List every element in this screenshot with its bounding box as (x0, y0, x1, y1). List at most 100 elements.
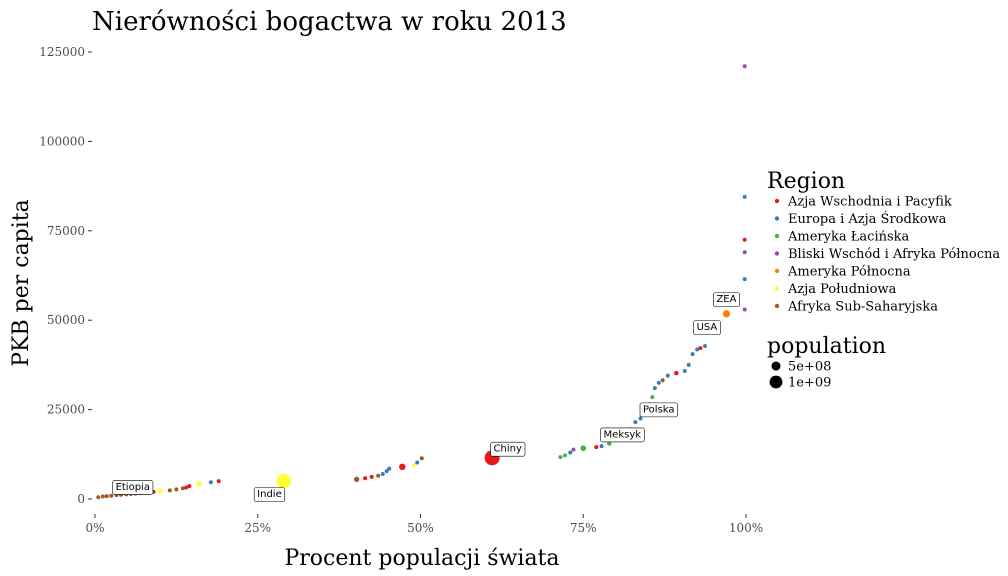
data-point (633, 420, 638, 425)
data-point (742, 277, 747, 282)
legend-swatch (774, 198, 780, 204)
data-point (411, 463, 416, 468)
data-point (187, 484, 192, 489)
legend-swatch (774, 251, 780, 256)
data-point (742, 250, 747, 255)
y-tick-label: 50000 (47, 313, 85, 327)
legend-entry-label: Azja Wschodnia i Pacyfik (787, 195, 952, 210)
y-tick-label: 75000 (47, 224, 85, 238)
x-tick-label: 0% (85, 521, 104, 535)
legend-swatch (774, 268, 780, 274)
annotation-label: Etiopia (112, 480, 154, 495)
data-point (682, 368, 687, 373)
data-point (695, 347, 700, 352)
data-point (571, 447, 576, 452)
data-point (607, 441, 612, 446)
size-legend-marker (771, 361, 781, 371)
data-point (702, 343, 707, 348)
data-point (660, 378, 665, 383)
data-point (419, 456, 424, 461)
data-points (96, 64, 747, 500)
annotation-label: Meksyk (600, 427, 645, 443)
country-annotations: Etiopia Indie Chiny Meksyk Polska USA ZEA (112, 292, 740, 502)
data-point (384, 469, 389, 474)
annotation-box (112, 480, 154, 495)
annotation-label: Chiny (490, 441, 526, 457)
annotation-box (490, 441, 526, 457)
data-point (742, 237, 747, 242)
data-point (180, 486, 185, 491)
data-point (742, 307, 747, 312)
data-point (580, 445, 587, 452)
x-tick-label: 25% (244, 521, 271, 535)
legend-entry-label: Europa i Azja Środkowa (788, 210, 947, 227)
data-point (690, 352, 695, 357)
annotation-box (639, 402, 678, 418)
size-legend-marker (769, 375, 783, 389)
legend-entry-label: Afryka Sub-Saharyjska (787, 300, 938, 315)
annotation-box (600, 427, 645, 443)
x-tick-label: 100% (729, 521, 763, 535)
y-axis-title: PKB per capita (9, 199, 34, 367)
data-point (167, 488, 172, 493)
annotation-label: USA (693, 320, 721, 335)
annotation-text: Indie (257, 489, 282, 500)
data-point (665, 373, 670, 378)
data-point (698, 346, 703, 351)
y-tick-label: 25000 (47, 403, 85, 417)
legend-swatch (774, 233, 780, 239)
data-point (742, 194, 747, 199)
legend-entry-label: Azja Południowa (787, 282, 897, 297)
data-point (376, 473, 381, 478)
annotation-box (693, 320, 721, 335)
annotation-label: Polska (639, 402, 678, 418)
data-point (157, 488, 163, 494)
data-point (96, 495, 101, 500)
data-point (650, 395, 655, 400)
size-legend-label: 1e+09 (788, 376, 831, 391)
data-point (594, 445, 599, 450)
x-axis-title: Procent populacji świata (284, 546, 559, 571)
data-point (638, 416, 643, 421)
size-legend-label: 5e+08 (788, 360, 831, 375)
data-point (174, 487, 179, 492)
data-point (216, 479, 221, 484)
population-legend-title: population (767, 334, 886, 359)
y-axis: 0 25000 50000 75000 100000 125000 (39, 45, 92, 506)
data-point (652, 386, 657, 391)
legend-swatch (774, 216, 780, 221)
data-point (369, 474, 374, 479)
data-point (599, 444, 604, 449)
data-point (208, 480, 213, 485)
annotation-box (253, 487, 286, 502)
annotation-box (713, 292, 740, 308)
data-point (656, 380, 661, 385)
legend-swatch (774, 286, 780, 291)
data-point (674, 370, 679, 376)
annotation-text: USA (697, 322, 718, 333)
annotation-text: Chiny (494, 444, 522, 455)
data-point (276, 473, 291, 489)
annotation-text: Polska (643, 404, 675, 415)
data-point (387, 466, 392, 471)
legend-entry-label: Bliski Wschód i Afryka Północna (788, 247, 1000, 262)
data-point (196, 481, 202, 487)
y-tick-label: 125000 (39, 45, 85, 59)
legend-entry-label: Ameryka Łacińska (787, 230, 910, 245)
data-point (109, 493, 114, 498)
data-point (354, 476, 360, 482)
legend-swatch (774, 303, 780, 309)
data-point (184, 485, 189, 490)
data-point (380, 471, 385, 476)
annotation-text: Etiopia (116, 482, 150, 493)
data-point (100, 494, 105, 499)
annotation-label: ZEA (713, 292, 740, 308)
x-tick-label: 75% (570, 521, 597, 535)
region-legend-title: Region (767, 169, 845, 194)
y-tick-label: 100000 (39, 134, 85, 148)
data-point (686, 362, 691, 367)
data-point (363, 476, 368, 481)
